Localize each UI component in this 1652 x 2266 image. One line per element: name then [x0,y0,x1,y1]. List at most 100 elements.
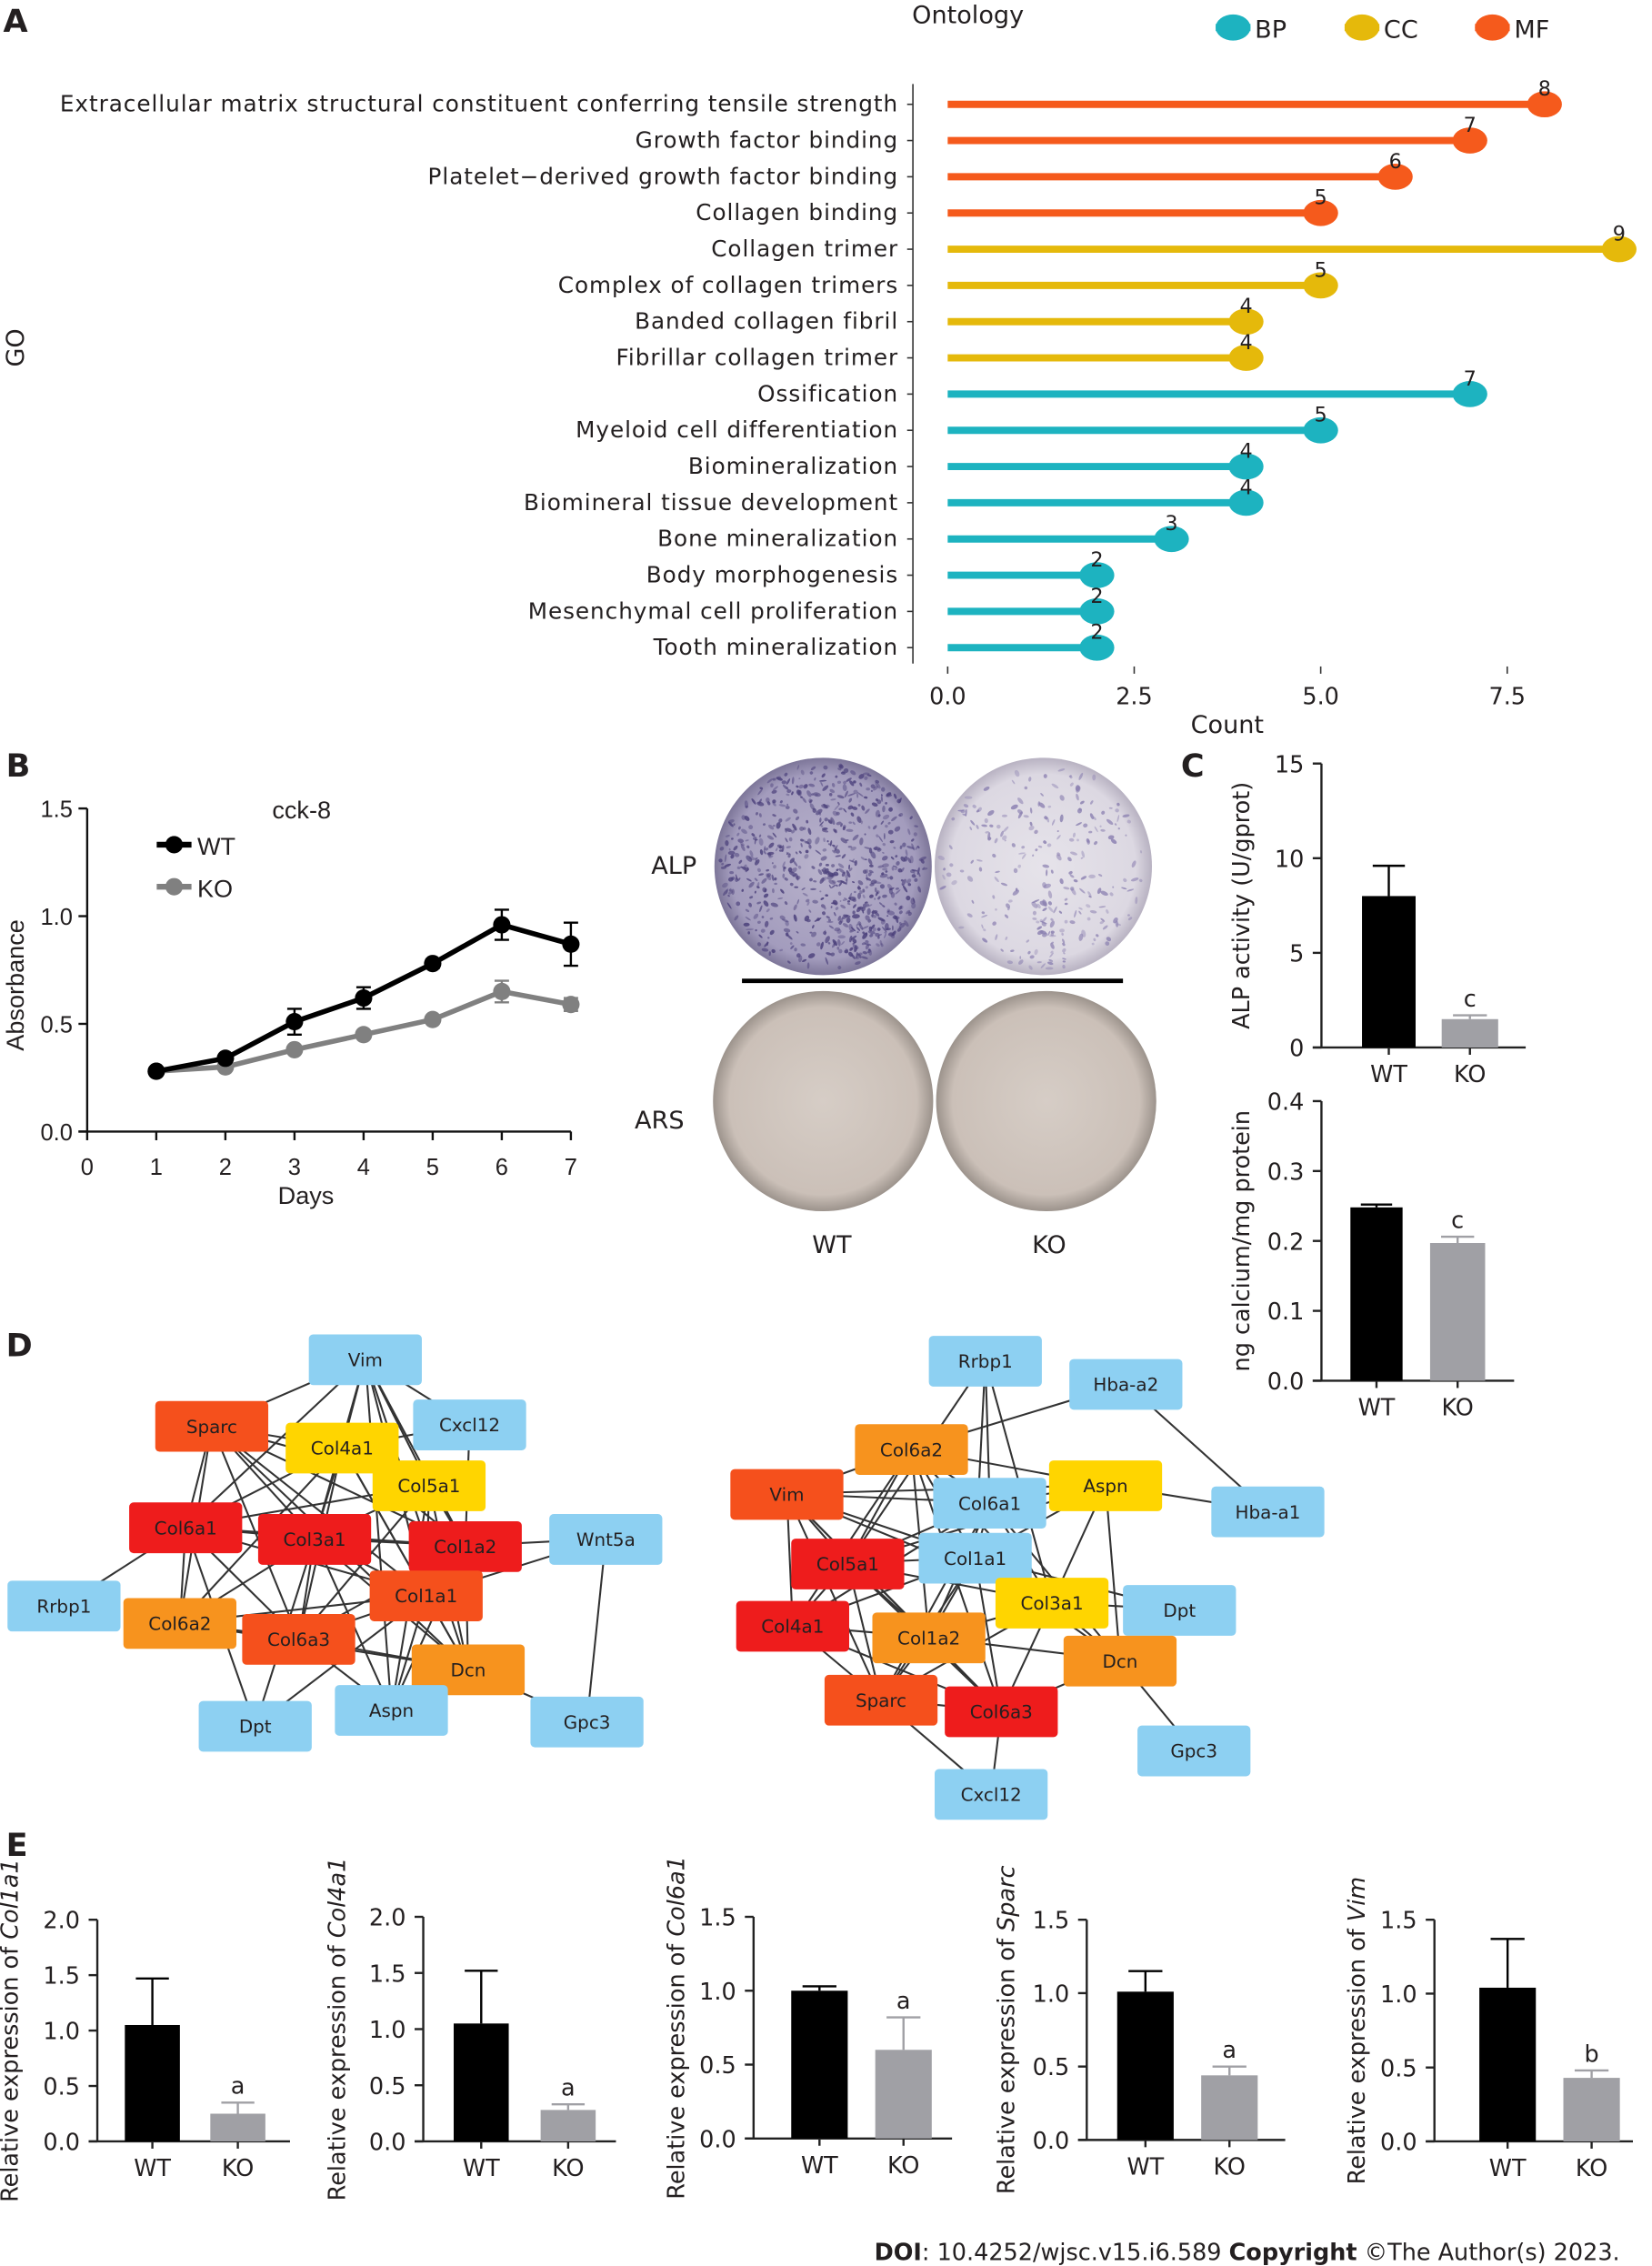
y-tick-label: 10 [1275,846,1304,873]
stain-speck [906,896,911,901]
stain-speck [846,870,851,878]
y-tick-label: 0.0 [43,2130,80,2157]
stain-speck [771,874,775,881]
stain-speck [880,820,885,825]
stain-speck [907,828,911,836]
stain-speck [985,831,989,834]
stain-speck [1062,942,1066,947]
stain-speck [848,821,853,824]
stain-speck [787,867,793,872]
stain-speck [740,866,743,868]
stain-speck [783,927,791,933]
y-tick-label: 1.0 [43,2019,80,2046]
stain-speck [852,881,856,884]
stain-speck [1006,960,1014,965]
stain-speck [838,764,844,769]
stain-speck [748,856,756,861]
go-term-label: Fibrillar collagen trimer [616,345,899,371]
stain-speck [1100,917,1106,922]
gene-node-label: Col1a1 [395,1586,457,1607]
x-tick-label: KO [1214,2154,1246,2181]
stain-speck [816,808,823,816]
stain-speck [834,829,837,834]
stain-speck [1056,854,1062,861]
x-axis-label: Days [278,1181,335,1209]
expression-chart-sparc: 0.0 0.5 1.0 1.5 WT KO a Relative expression of … [994,1865,1286,2194]
stain-speck [756,920,761,924]
stain-speck [884,833,886,840]
bar-ko [1563,2078,1620,2141]
stain-speck [813,880,817,883]
y-axis-label: ng calcium/mg protein [1228,1110,1256,1371]
stain-speck [809,877,813,882]
count-label: 3 [1165,512,1177,536]
stain-speck [1099,825,1102,827]
stain-speck [785,837,788,843]
gene-node-aspn [1048,1460,1163,1511]
significance-label: c [1464,986,1477,1013]
data-point-wt [562,935,580,953]
stain-speck [836,884,838,887]
stain-speck [1068,837,1075,842]
stain-speck [754,838,756,845]
stain-speck [866,774,872,777]
stain-speck [1036,926,1043,930]
network-edge [791,1448,913,1627]
stain-speck [882,894,887,898]
stain-speck [1139,850,1143,854]
stain-speck [778,849,783,852]
stain-speck [733,823,736,827]
stain-speck [759,849,764,856]
stain-speck [1059,928,1065,933]
footer-doi: DOI: 10.4252/wjsc.v15.i6.589 Copyright ©… [875,2240,1620,2266]
stain-speck [786,851,791,855]
stain-speck [848,859,856,863]
stain-speck [815,837,820,845]
stain-speck [838,763,843,768]
go-term-label: Collagen binding [696,199,898,226]
stain-speck [811,866,816,869]
stain-speck [1050,917,1054,921]
stain-speck [826,804,830,807]
stain-speck [877,814,881,817]
stain-speck [720,866,726,869]
stain-speck [819,877,825,884]
stain-speck [1047,906,1054,913]
stain-speck [768,951,771,957]
stain-speck [994,837,998,844]
stain-speck [879,873,888,878]
stain-speck [1061,932,1064,937]
legend-marker-mf [1475,14,1510,41]
stain-speck [995,934,998,941]
bar-wt [1116,1991,1174,2141]
stain-speck [791,777,795,785]
stain-speck [871,910,878,914]
stain-speck [1083,823,1088,828]
stain-speck [812,808,817,813]
stain-speck [855,947,858,952]
stain-speck [787,853,791,858]
stain-speck [726,835,730,837]
stain-speck [754,877,758,882]
stain-speck [1076,822,1083,827]
stain-speck [870,924,876,929]
x-axis-label: Count [1191,711,1264,739]
gene-node-label: Col1a2 [897,1628,960,1649]
stain-speck [756,812,758,816]
stain-speck [876,834,879,837]
stain-speck [1075,785,1080,792]
stain-speck [885,824,888,828]
stain-speck [862,888,866,893]
stain-speck [843,767,849,774]
stain-speck [766,851,775,856]
stain-speck [1040,963,1046,968]
stain-speck [888,807,893,812]
data-point-ko [562,996,580,1014]
gene-node-label: Col6a2 [880,1439,943,1460]
stain-speck [823,930,827,935]
go-term-label: Banded collagen fibril [635,308,898,335]
stain-speck [959,869,965,873]
gene-node-label: Sparc [186,1417,237,1438]
stain-speck [771,948,776,954]
stain-speck [1058,910,1063,914]
